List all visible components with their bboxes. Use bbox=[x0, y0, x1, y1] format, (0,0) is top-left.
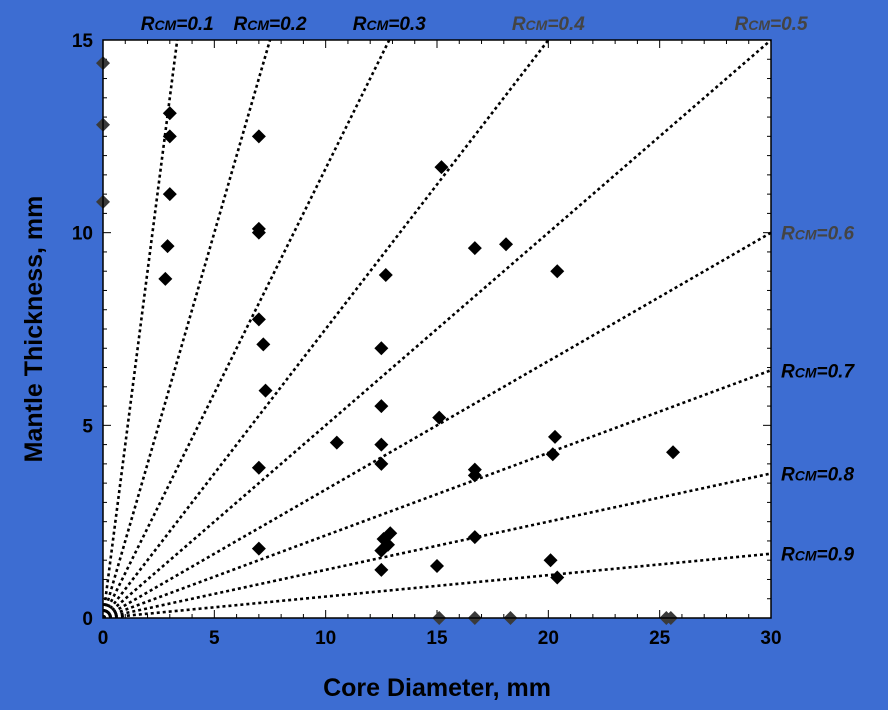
ratio-label: RCM=0.1 bbox=[141, 14, 214, 35]
ratio-label: RCM=0.6 bbox=[781, 224, 854, 245]
x-tick-label: 30 bbox=[760, 628, 781, 649]
data-point bbox=[666, 445, 681, 460]
data-point bbox=[432, 410, 447, 425]
ratio-label: RCM=0.7 bbox=[781, 361, 855, 382]
data-point bbox=[251, 129, 266, 144]
data-point bbox=[550, 264, 565, 279]
ratio-label: RCM=0.4 bbox=[512, 14, 585, 35]
x-axis-title: Core Diameter, mm bbox=[323, 674, 551, 702]
data-point bbox=[467, 468, 482, 483]
data-point bbox=[374, 437, 389, 452]
reference-line bbox=[103, 552, 771, 618]
ratio-label: RCM=0.5 bbox=[734, 14, 807, 35]
data-point bbox=[158, 271, 173, 286]
x-tick-label: 25 bbox=[649, 628, 671, 649]
data-point bbox=[499, 237, 514, 252]
data-point bbox=[548, 429, 563, 444]
data-point bbox=[251, 312, 266, 327]
data-point bbox=[258, 383, 273, 398]
data-point bbox=[329, 435, 344, 450]
y-tick-label: 15 bbox=[72, 31, 94, 52]
data-points bbox=[96, 56, 681, 625]
data-point bbox=[545, 447, 560, 462]
data-point bbox=[162, 129, 177, 144]
tick-labels: 0 5 10 15 20 25 30 0 5 10 15 bbox=[72, 31, 782, 649]
data-point bbox=[374, 456, 389, 471]
x-tick-label: 0 bbox=[98, 628, 109, 649]
y-tick-label: 5 bbox=[82, 416, 93, 437]
data-point bbox=[374, 543, 389, 558]
plot-area bbox=[103, 40, 771, 618]
data-point bbox=[256, 337, 271, 352]
ratio-label: RCM=0.3 bbox=[353, 14, 426, 35]
x-tick-label: 5 bbox=[209, 628, 220, 649]
y-tick-label: 0 bbox=[82, 609, 93, 630]
reference-line bbox=[103, 231, 771, 618]
data-point bbox=[430, 558, 444, 573]
x-tick-label: 15 bbox=[426, 628, 448, 649]
reference-line bbox=[103, 369, 771, 618]
data-point bbox=[467, 530, 482, 545]
data-point bbox=[162, 187, 177, 202]
y-axis-title: Mantle Thickness, mm bbox=[20, 196, 48, 463]
plot-frame bbox=[102, 39, 772, 619]
ratio-label: RCM=0.9 bbox=[781, 545, 854, 566]
data-point bbox=[434, 160, 449, 175]
reference-lines bbox=[103, 40, 771, 618]
data-point bbox=[374, 341, 389, 356]
x-tick-label: 20 bbox=[538, 628, 559, 649]
data-point bbox=[374, 399, 389, 414]
data-point bbox=[543, 553, 558, 568]
data-point bbox=[160, 239, 175, 254]
y-tick-label: 10 bbox=[72, 224, 93, 245]
ratio-label: RCM=0.8 bbox=[781, 465, 854, 486]
data-point bbox=[467, 241, 482, 256]
x-tick-label: 10 bbox=[315, 628, 336, 649]
data-point bbox=[251, 460, 266, 475]
ratio-label: RCM=0.2 bbox=[233, 14, 306, 35]
data-point bbox=[162, 106, 177, 121]
reference-line bbox=[103, 40, 550, 618]
data-point bbox=[251, 225, 266, 240]
data-point bbox=[550, 570, 565, 585]
data-point bbox=[251, 541, 266, 556]
data-point bbox=[378, 268, 393, 283]
data-point bbox=[374, 562, 389, 577]
ratio-labels: RCM=0.1 RCM=0.2 RCM=0.3 RCM=0.4 RCM=0.5 RCM=0… bbox=[141, 14, 856, 566]
